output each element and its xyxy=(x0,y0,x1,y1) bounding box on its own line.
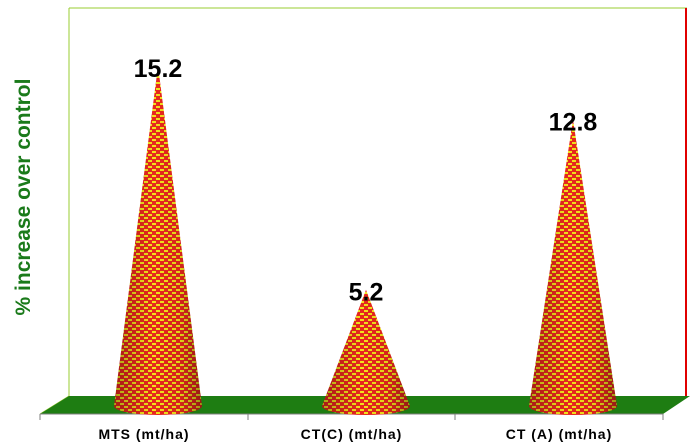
cone-series xyxy=(114,66,617,415)
data-label-0: 15.2 xyxy=(134,55,183,83)
plot-frame xyxy=(39,7,687,415)
cone-0 xyxy=(114,66,202,415)
data-label-2: 12.8 xyxy=(549,109,598,137)
y-axis-label: % increase over control xyxy=(12,79,35,316)
cone-2 xyxy=(529,119,617,415)
cone-shade-2 xyxy=(529,119,617,415)
x-tick-labels: MTS (mt/ha) CT(C) (mt/ha) CT (A) (mt/ha) xyxy=(98,426,613,442)
cone-shade-0 xyxy=(114,66,202,415)
x-tick-label-0: MTS (mt/ha) xyxy=(98,426,189,442)
cone-1 xyxy=(322,289,410,415)
x-tick-label-1: CT(C) (mt/ha) xyxy=(301,426,403,442)
x-axis-ticks xyxy=(39,414,664,420)
cone-shade-1 xyxy=(322,289,410,415)
data-label-1: 5.2 xyxy=(349,279,384,307)
x-tick-label-2: CT (A) (mt/ha) xyxy=(506,426,613,442)
data-labels: 15.2 5.2 12.8 xyxy=(134,55,598,307)
